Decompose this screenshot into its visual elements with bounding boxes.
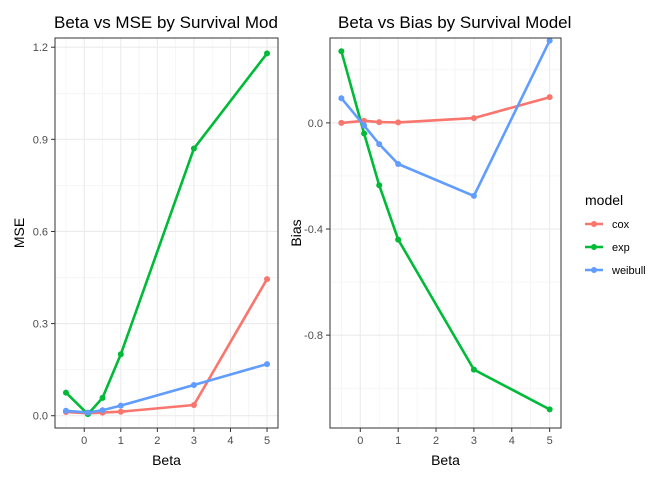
data-point-weibull: [546, 37, 553, 44]
data-point-exp: [395, 236, 402, 243]
data-point-weibull: [62, 407, 69, 414]
data-point-weibull: [190, 382, 197, 389]
legend: model cox exp weibull: [585, 192, 646, 277]
data-point-exp: [546, 406, 553, 413]
x-axis-title: Beta: [431, 452, 460, 468]
y-tick-label: 1.2: [33, 42, 48, 54]
chart-title: Beta vs MSE by Survival Mod: [54, 13, 278, 32]
data-point-exp: [361, 130, 368, 137]
x-tick-label: 0: [357, 435, 363, 447]
data-point-weibull: [361, 122, 368, 129]
data-point-cox: [546, 94, 553, 101]
plot-area: [55, 38, 278, 428]
data-point-weibull: [84, 409, 91, 416]
data-point-exp: [99, 394, 106, 401]
data-point-cox: [470, 115, 477, 122]
x-tick-label: 2: [154, 435, 160, 447]
data-point-exp: [338, 48, 345, 55]
panel-1: 0 1 2 3 4 5 0.0 0.3 0.6 0.9 1.2 Beta vs MSE by Surv…: [11, 13, 279, 468]
legend-label-cox: cox: [612, 219, 630, 231]
y-tick-label: -0.4: [304, 224, 323, 236]
data-point-cox: [376, 119, 383, 126]
x-tick-label: 1: [395, 435, 401, 447]
data-point-weibull: [395, 161, 402, 168]
data-point-cox: [395, 119, 402, 126]
data-point-exp: [470, 366, 477, 373]
x-tick-label: 5: [264, 435, 270, 447]
legend-label-weibull: weibull: [611, 265, 646, 277]
x-axis-title: Beta: [152, 452, 181, 468]
y-tick-label: 0.3: [33, 319, 48, 331]
x-tick-label: 5: [547, 435, 553, 447]
legend-key-point-exp: [591, 244, 597, 250]
legend-title: model: [585, 192, 623, 208]
data-point-weibull: [376, 141, 383, 148]
panel-border: [54, 37, 279, 429]
chart-title: Beta vs Bias by Survival Model: [338, 13, 571, 32]
data-point-weibull: [264, 361, 271, 368]
y-tick-label: 0.6: [33, 226, 48, 238]
data-point-exp: [62, 389, 69, 396]
plot-area: [330, 38, 561, 428]
y-tick-label: 0.0: [33, 411, 48, 423]
data-point-exp: [376, 182, 383, 189]
panel-2: 0 1 2 3 4 5 -0.8 -0.4 0.0 Beta vs Bias by Surviva…: [288, 13, 571, 468]
x-tick-label: 3: [191, 435, 197, 447]
x-tick-label: 2: [433, 435, 439, 447]
x-tick-label: 1: [118, 435, 124, 447]
data-point-exp: [117, 351, 124, 358]
data-point-weibull: [117, 402, 124, 409]
y-tick-label: 0.0: [308, 118, 323, 130]
legend-key-point-weibull: [591, 267, 597, 273]
data-point-weibull: [470, 192, 477, 199]
data-point-weibull: [99, 407, 106, 414]
legend-label-exp: exp: [612, 242, 630, 254]
y-tick-label: 0.9: [33, 134, 48, 146]
x-tick-label: 3: [471, 435, 477, 447]
series-line-exp: [65, 52, 269, 416]
y-axis-title: MSE: [11, 218, 27, 248]
data-point-exp: [264, 50, 271, 57]
data-point-weibull: [338, 95, 345, 102]
data-point-cox: [190, 401, 197, 408]
panel-border: [329, 37, 562, 429]
x-tick-label: 4: [227, 435, 233, 447]
x-tick-label: 4: [509, 435, 515, 447]
data-point-cox: [117, 408, 124, 415]
data-point-cox: [338, 119, 345, 126]
data-point-exp: [190, 145, 197, 152]
legend-key-point-cox: [591, 221, 597, 227]
series-line-weibull: [340, 40, 551, 198]
y-axis-title: Bias: [288, 219, 304, 246]
series-line-weibull: [65, 362, 268, 414]
data-point-cox: [264, 276, 271, 283]
y-tick-label: -0.8: [304, 330, 323, 342]
x-tick-label: 0: [81, 435, 87, 447]
